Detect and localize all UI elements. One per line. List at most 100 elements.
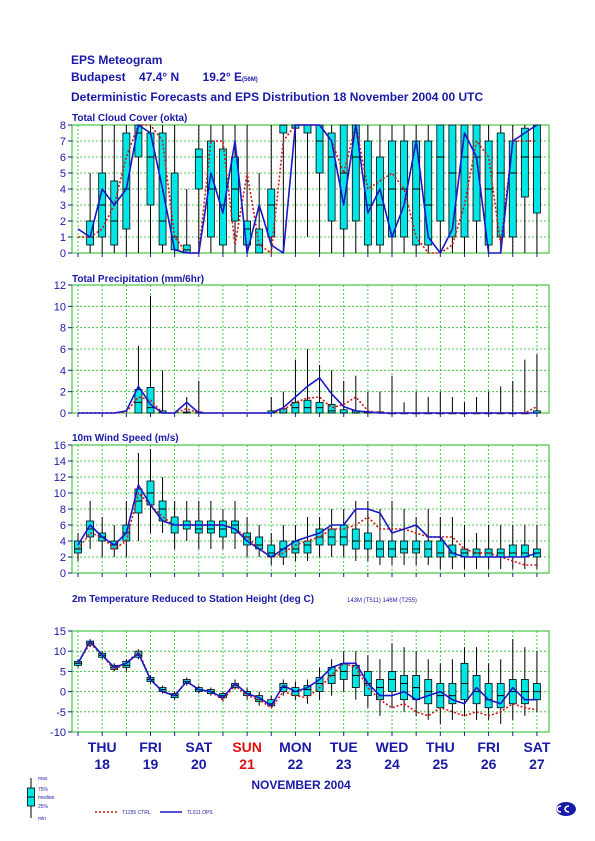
box (496, 132, 505, 238)
y-tick-label: 2 (60, 216, 66, 228)
legend-label-median: median (38, 795, 55, 801)
location-lat: 47.4° N (139, 70, 180, 84)
y-tick-label: 7 (60, 136, 66, 148)
day-number: 25 (433, 756, 449, 772)
legend-label-p25: 25% (38, 804, 49, 810)
box (388, 671, 396, 693)
box (472, 675, 481, 705)
y-tick-label: 0 (60, 568, 66, 580)
y-tick-label: 4 (60, 365, 66, 377)
box (267, 188, 276, 238)
day-name: FRI (477, 739, 500, 755)
y-tick-label: 8 (60, 323, 66, 335)
day-name: SAT (185, 739, 212, 755)
location-lon: 19.2° E (202, 70, 243, 84)
box (484, 140, 493, 246)
box (448, 124, 457, 238)
box (134, 389, 143, 414)
y-tick-label: 15 (54, 626, 66, 638)
y-tick-label: 8 (60, 120, 66, 132)
legend-label-max: max (38, 776, 48, 782)
panel-title: Total Precipitation (mm/6hr) (72, 274, 204, 285)
y-tick-label: 16 (54, 440, 66, 452)
y-tick-label: 3 (60, 200, 66, 212)
day-name: THU (426, 739, 455, 755)
panel-note: 143M (T511) 146M (T255) (347, 598, 417, 604)
y-tick-label: 6 (60, 344, 66, 356)
box (206, 520, 215, 534)
y-tick-label: 10 (54, 488, 66, 500)
box (315, 124, 324, 174)
y-tick-label: 8 (60, 504, 66, 516)
box (327, 132, 336, 222)
box (279, 124, 288, 134)
ops-forecast-line (77, 484, 538, 558)
y-tick-label: 12 (54, 472, 66, 484)
box (219, 148, 227, 246)
plot-frame (71, 630, 550, 733)
box (243, 220, 252, 246)
box (484, 683, 493, 709)
box (448, 683, 457, 705)
box (194, 520, 203, 534)
day-number: 27 (529, 756, 545, 772)
y-tick-label: 0 (60, 408, 66, 420)
day-number: 19 (143, 756, 159, 772)
month-label: NOVEMBER 2004 (251, 778, 351, 792)
day-name: FRI (139, 739, 162, 755)
box (86, 220, 95, 246)
day-number: 20 (191, 756, 207, 772)
box (339, 524, 348, 546)
box (520, 127, 529, 198)
legend-label-p75: 75% (38, 787, 49, 793)
ctrl-forecast-line (77, 642, 538, 717)
panel-title: 10m Wind Speed (m/s) (72, 433, 179, 444)
box (351, 664, 360, 688)
box (533, 124, 541, 214)
y-tick-label: -10 (50, 727, 66, 739)
location-name: Budapest (71, 70, 126, 84)
box (339, 124, 348, 230)
location-row: Budapest 47.4° N 19.2° E(56M) (71, 69, 483, 89)
box (460, 662, 469, 701)
y-tick-label: 2 (60, 387, 66, 399)
day-name: THU (88, 739, 117, 755)
box (74, 540, 82, 554)
y-tick-label: 10 (54, 301, 66, 313)
day-number: 24 (384, 756, 400, 772)
ecmwf-logo (556, 802, 576, 816)
day-number: 18 (94, 756, 110, 772)
box (424, 140, 433, 246)
y-tick-label: 2 (60, 552, 66, 564)
y-tick-label: 12 (54, 280, 66, 292)
box (520, 544, 529, 558)
ops-forecast-line (77, 640, 537, 707)
legend-label-min: min (38, 816, 46, 822)
ops-forecast-line (78, 376, 537, 414)
y-tick-label: 14 (54, 456, 66, 468)
meteogram-subtitle: Deterministic Forecasts and EPS Distribu… (71, 90, 484, 104)
box (110, 180, 119, 246)
y-tick-label: 0 (60, 248, 66, 260)
ctrl-forecast-line (77, 492, 537, 566)
box (400, 540, 408, 554)
box (303, 124, 312, 134)
legend-ctrl-label: T1255 CTRL (122, 810, 151, 816)
y-tick-label: 4 (60, 536, 66, 548)
meteogram-title: EPS Meteogram (71, 53, 163, 67)
y-tick-label: 5 (60, 168, 66, 180)
box (231, 520, 239, 534)
ops-forecast-line (77, 124, 538, 254)
day-name: SUN (232, 739, 262, 755)
day-name: TUE (330, 739, 358, 755)
box (436, 124, 445, 222)
box (472, 124, 481, 222)
box (327, 404, 336, 414)
panel-title: Total Cloud Cover (okta) (72, 113, 187, 124)
y-tick-label: 6 (60, 520, 66, 532)
box (508, 544, 517, 558)
header: EPS Meteogram Budapest 47.4° N 19.2° E(5… (71, 52, 483, 106)
day-number: 21 (239, 756, 255, 772)
box (436, 540, 445, 558)
box (448, 544, 457, 558)
